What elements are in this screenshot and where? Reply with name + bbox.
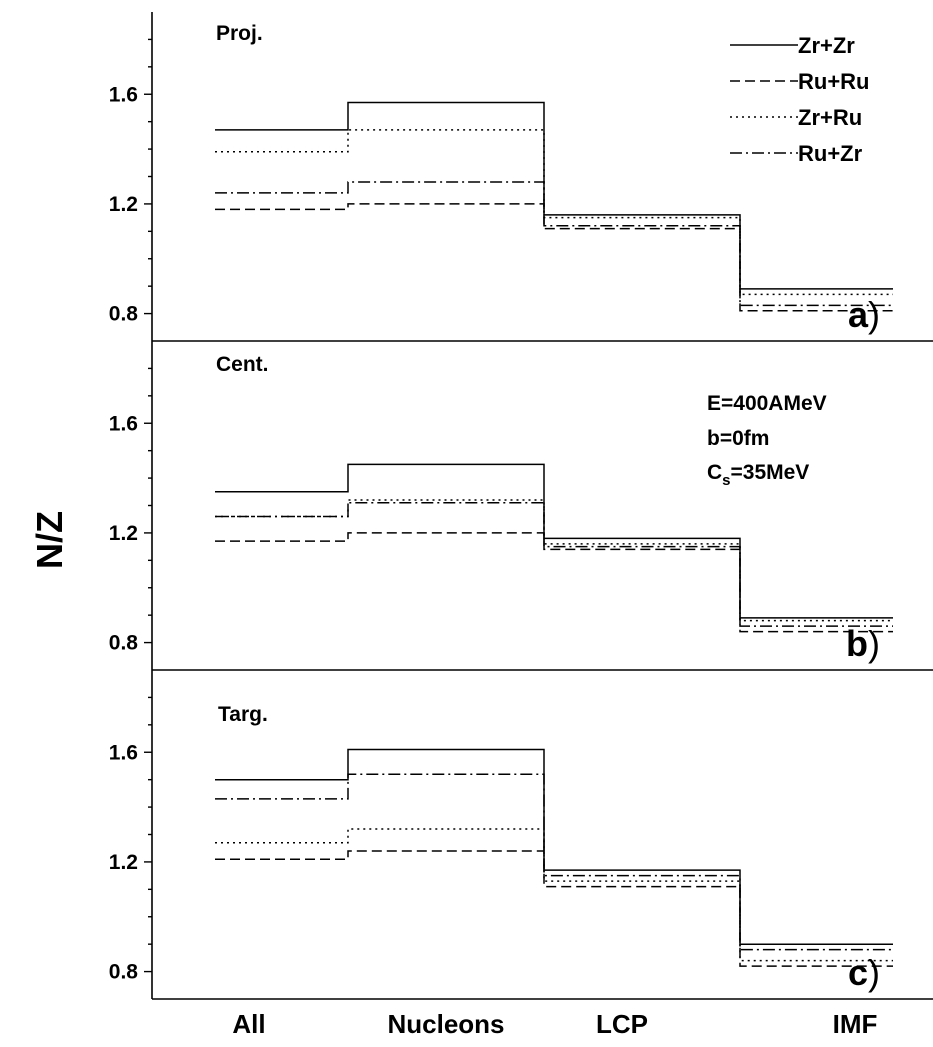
- y-tick-label: 1.6: [109, 741, 138, 764]
- x-tick-label: All: [232, 1009, 265, 1039]
- series-line-ru-zr: [215, 773, 893, 951]
- panel-label: b: [846, 623, 868, 664]
- x-tick-label: Nucleons: [387, 1009, 504, 1039]
- panel-title: Proj.: [216, 22, 263, 45]
- panel-label-paren: ): [868, 623, 880, 664]
- panel-label-paren: ): [868, 952, 880, 993]
- y-tick-label: 0.8: [109, 303, 139, 326]
- energy-annotation: E=400AMeV: [707, 392, 827, 415]
- symmetry-energy-annotation: Cs=35MeV: [707, 461, 809, 489]
- y-tick-label: 1.2: [109, 193, 138, 216]
- y-tick-label: 1.2: [109, 522, 138, 545]
- y-tick-label: 1.2: [109, 851, 138, 874]
- x-category-labels: All Nucleons LCP IMF: [232, 1009, 877, 1039]
- y-tick-label: 0.8: [109, 632, 139, 655]
- legend: Zr+Zr Ru+Ru Zr+Ru Ru+Zr: [730, 33, 870, 166]
- series-line-zr-zr: [215, 463, 893, 619]
- x-tick-label: LCP: [596, 1009, 648, 1039]
- panel-a: 0.8 1.2 1.6 Proj. a): [109, 12, 933, 342]
- simulation-parameters: E=400AMeV b=0fm Cs=35MeV: [707, 392, 827, 489]
- series-line-zr-ru: [215, 499, 893, 622]
- series-line-ru-zr: [215, 181, 893, 307]
- panel-title: Cent.: [216, 353, 269, 376]
- series-line-zr-zr: [215, 101, 893, 290]
- y-tick-label: 1.6: [109, 412, 138, 435]
- symmetry-energy-symbol: C: [707, 461, 722, 484]
- symmetry-energy-subscript: s: [722, 472, 730, 489]
- symmetry-energy-value: =35MeV: [731, 461, 810, 484]
- series-line-ru-ru: [215, 850, 893, 967]
- legend-label: Zr+Zr: [798, 33, 855, 58]
- panel-c: 0.8 1.2 1.6 Targ. c): [109, 670, 933, 1000]
- legend-label: Ru+Ru: [798, 69, 870, 94]
- x-tick-label: IMF: [833, 1009, 878, 1039]
- y-tick-label: 1.6: [109, 83, 138, 106]
- panel-label: a: [848, 294, 869, 335]
- series-line-ru-ru: [215, 532, 893, 633]
- legend-label: Ru+Zr: [798, 141, 863, 166]
- series-line-zr-zr: [215, 748, 893, 945]
- panel-b: 0.8 1.2 1.6 Cent. b): [109, 341, 933, 671]
- series-line-zr-ru: [215, 828, 893, 962]
- impact-parameter-annotation: b=0fm: [707, 427, 769, 450]
- y-axis-label: N/Z: [29, 511, 70, 569]
- y-tick-label: 0.8: [109, 961, 139, 984]
- series-line-ru-zr: [215, 502, 893, 627]
- panel-label-paren: ): [868, 294, 880, 335]
- panel-label: c: [848, 952, 868, 993]
- legend-label: Zr+Ru: [798, 105, 862, 130]
- panels: 0.8 1.2 1.6 Proj. a) 0.8 1.2 1.6 Cent. b) 0.8 1.2 1.…: [109, 12, 933, 1000]
- panel-title: Targ.: [218, 703, 268, 726]
- series-line-zr-ru: [215, 129, 893, 296]
